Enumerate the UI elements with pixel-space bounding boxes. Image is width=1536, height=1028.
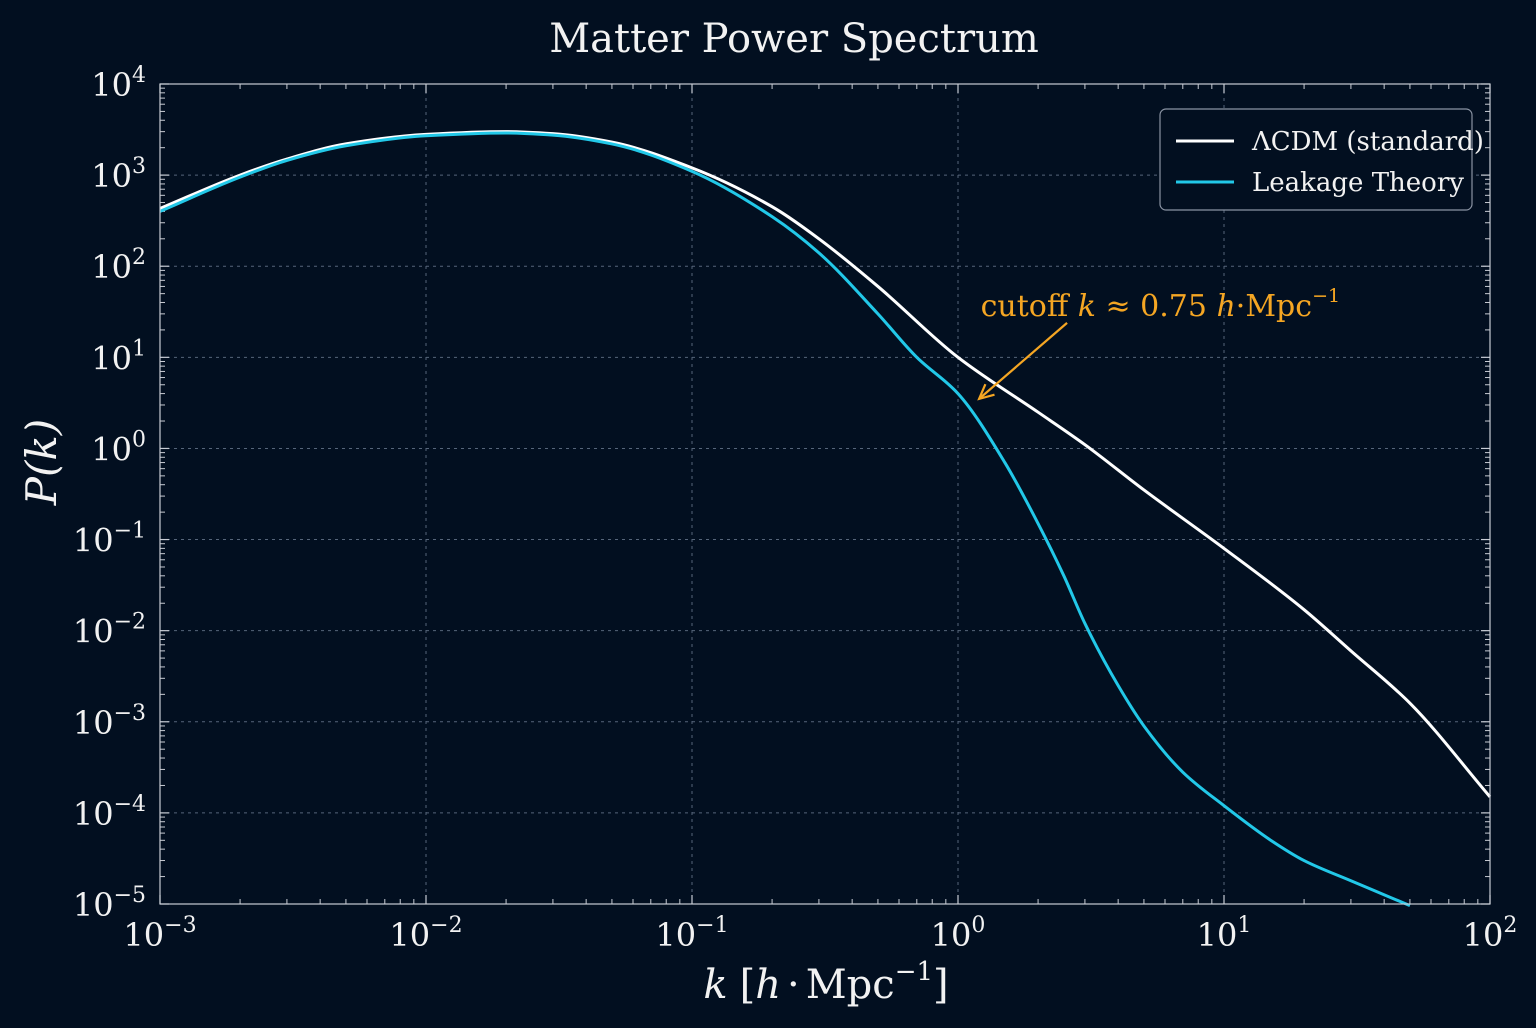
annotation-value: 0.75 (1140, 289, 1207, 324)
y-axis-label: P(k) (17, 419, 66, 506)
annotation-prefix: cutoff (981, 289, 1078, 324)
legend-label-leakage: Leakage Theory (1252, 168, 1464, 198)
y-tick-label: 10−3 (73, 701, 146, 742)
y-tick-label: 10−1 (73, 519, 146, 560)
annotation-exp: −1 (1312, 285, 1340, 307)
x-axis-label-exp: −1 (895, 957, 933, 987)
y-tick-labels: 10−5 10−4 10−3 10−2 10−1 100 101 102 103 104 (73, 63, 146, 924)
y-tick-label: 104 (91, 63, 146, 104)
x-axis-label: k [h · Mpc−1] (703, 957, 948, 1008)
legend-box (1159, 108, 1473, 211)
cutoff-annotation: cutoff k ≈ 0.75 h·Mpc−1 (977, 285, 1340, 401)
x-axis-label-unit: Mpc (806, 962, 895, 1008)
y-tick-label: 102 (91, 245, 146, 286)
annotation-h: h (1207, 289, 1236, 324)
x-tick-label: 10−2 (389, 913, 462, 954)
annotation-approx: ≈ (1096, 289, 1140, 324)
series-lines (159, 130, 1492, 908)
y-tick-label: 10−5 (73, 883, 146, 924)
annotation-dot: · (1236, 289, 1246, 324)
x-axis-label-h: h (755, 962, 781, 1008)
y-tick-label: 101 (91, 336, 146, 377)
annotation-var: k (1078, 289, 1096, 324)
annotation-arrow-head (977, 383, 995, 401)
annotation-unit: Mpc (1245, 289, 1312, 324)
minor-ticks (159, 83, 1491, 905)
x-axis-label-dot: · (787, 962, 800, 1008)
x-tick-label: 100 (931, 913, 986, 954)
legend-label-lcdm: ΛCDM (standard) (1251, 127, 1484, 157)
plot-frame (159, 83, 1491, 905)
y-tick-label: 10−2 (73, 610, 146, 651)
x-axis-label-close: ] (933, 962, 949, 1008)
x-axis-label-open: [ (740, 962, 756, 1008)
chart-title: Matter Power Spectrum (549, 16, 1039, 62)
x-axis-label-var: k (703, 962, 727, 1008)
x-tick-label: 10−1 (655, 913, 728, 954)
x-tick-label: 101 (1197, 913, 1252, 954)
grid-lines (160, 84, 1490, 904)
y-tick-label: 100 (91, 427, 146, 468)
annotation-arrow (978, 322, 1068, 400)
series-line-lcdm (159, 130, 1492, 798)
x-tick-labels: 10−3 10−2 10−1 100 101 102 (123, 913, 1517, 954)
x-tick-label: 102 (1463, 913, 1518, 954)
x-tick-label: 10−3 (123, 913, 196, 954)
annotation-text: cutoff k ≈ 0.75 h·Mpc−1 (981, 285, 1340, 324)
y-tick-label: 103 (91, 154, 146, 195)
legend: ΛCDM (standard) Leakage Theory (1159, 108, 1484, 211)
series-line-leakage (159, 131, 1411, 908)
y-tick-label: 10−4 (73, 792, 146, 833)
